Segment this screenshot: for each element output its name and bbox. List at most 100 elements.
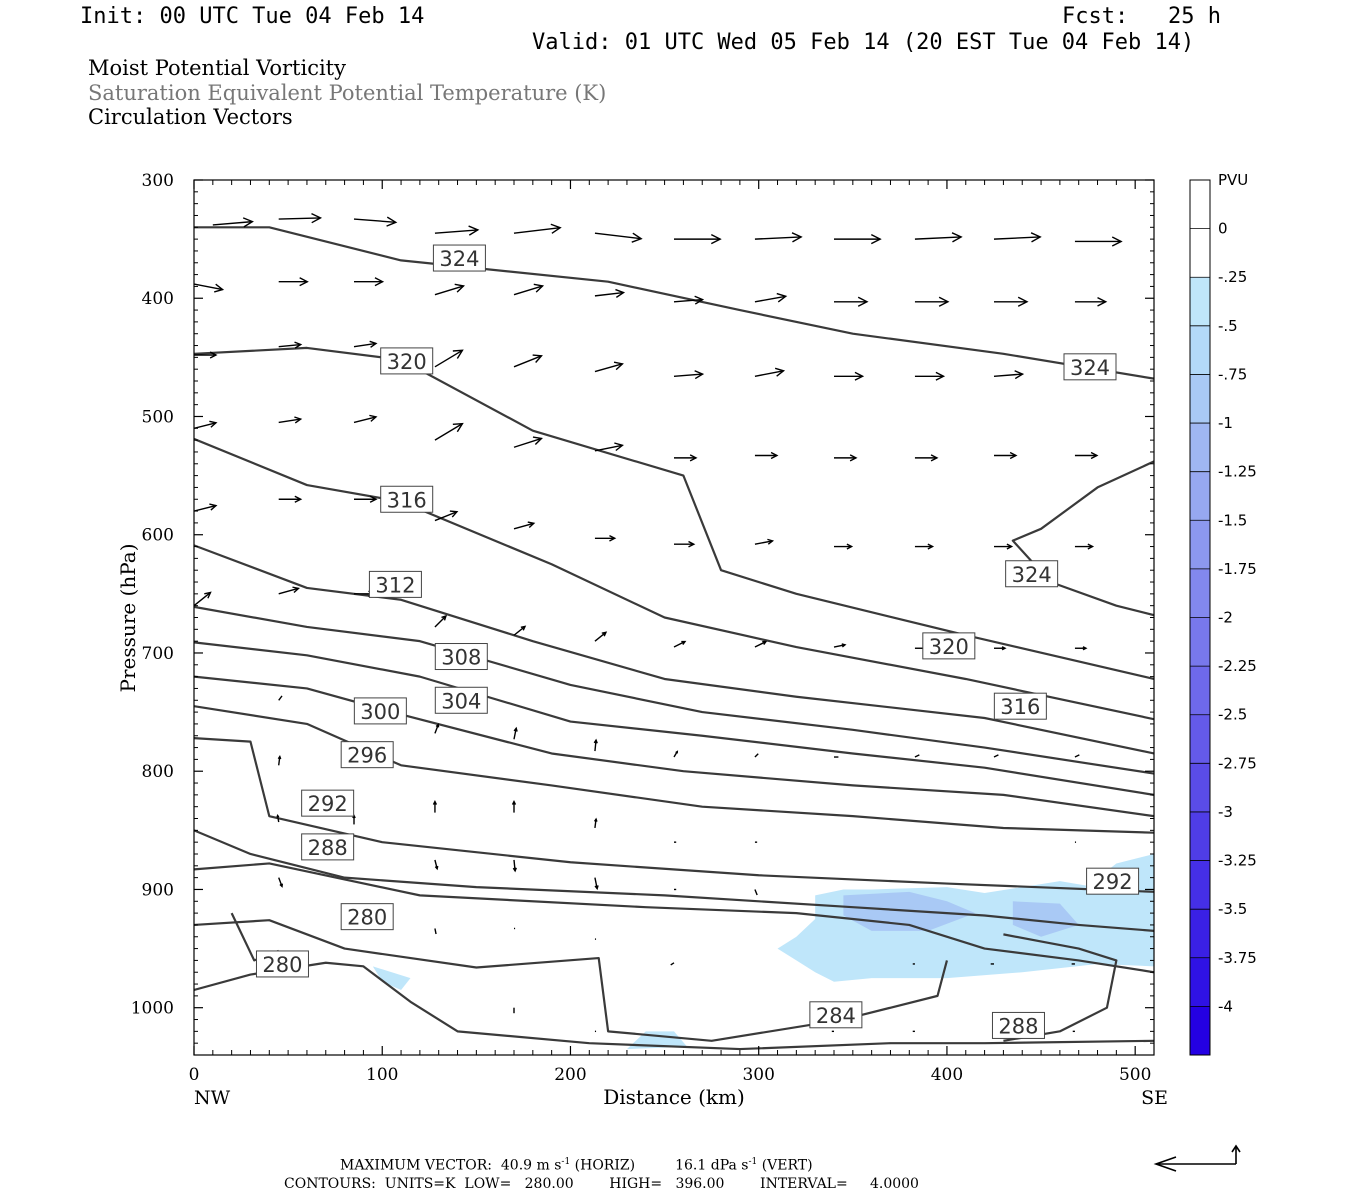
wind-vector-63 <box>513 625 527 636</box>
wind-vector-2 <box>353 216 398 227</box>
colorbar-swatch <box>1190 763 1210 813</box>
wind-vector-62 <box>434 614 448 628</box>
colorbar-swatch <box>1190 617 1210 667</box>
wind-vector-23 <box>1074 296 1108 307</box>
contour-line-300-6 <box>194 675 1154 818</box>
colorbar-swatch <box>1190 568 1210 618</box>
colorbar-tick-label: -2 <box>1218 609 1233 627</box>
colorbar-swatch <box>1190 909 1210 959</box>
colorbar-swatch <box>1190 860 1210 910</box>
wind-vector-8 <box>834 233 882 245</box>
x-tick-label: 200 <box>554 1065 586 1085</box>
wind-vector-40 <box>594 442 624 452</box>
wind-vector-52 <box>594 534 617 542</box>
contour-label-292-12: 292 <box>301 789 355 817</box>
svg-text:320: 320 <box>387 350 427 374</box>
svg-text:292: 292 <box>1093 870 1133 894</box>
max-vector-prefix: MAXIMUM VECTOR: 40.9 m s <box>340 1157 562 1174</box>
colorbar-tick-label: -1.75 <box>1218 560 1257 578</box>
wind-vector-74 <box>593 738 598 752</box>
wind-vector-0 <box>212 217 254 228</box>
wind-vector-7 <box>754 232 803 243</box>
wind-vector-71 <box>278 695 283 701</box>
wind-vector-70 <box>1074 646 1088 651</box>
wind-vector-5 <box>594 232 643 243</box>
wind-vector-85 <box>593 817 598 829</box>
svg-text:292: 292 <box>308 792 348 816</box>
wind-vector-47 <box>194 503 218 512</box>
colorbar-tick-label: -.5 <box>1218 317 1238 335</box>
svg-text:288: 288 <box>998 1014 1038 1038</box>
wind-vector-60 <box>278 586 300 595</box>
wind-vector-29 <box>594 361 624 373</box>
wind-vector-69 <box>994 646 1007 651</box>
svg-text:280: 280 <box>347 906 387 930</box>
x-end-label-nw: NW <box>194 1087 231 1109</box>
wind-vector-50 <box>434 510 459 522</box>
wind-vector-33 <box>914 371 946 381</box>
colorbar-swatch <box>1190 1006 1210 1056</box>
wind-vector-38 <box>434 422 464 441</box>
colorbar-swatch <box>1190 180 1210 230</box>
svg-text:296: 296 <box>347 744 387 768</box>
colorbar-tick-label: -1 <box>1218 414 1233 432</box>
wind-vector-25 <box>278 341 303 349</box>
wind-vector-35 <box>194 420 218 429</box>
colorbar-tick-label: -.75 <box>1218 365 1247 383</box>
wind-vector-65 <box>673 640 687 648</box>
wind-vector-37 <box>353 414 378 424</box>
contour-label-324-5: 324 <box>1005 560 1059 588</box>
svg-text:284: 284 <box>816 1004 856 1028</box>
wind-vector-81 <box>277 754 282 766</box>
svg-text:316: 316 <box>1000 695 1040 719</box>
contour-label-280-16: 280 <box>255 950 309 978</box>
y-tick-label: 400 <box>142 289 174 309</box>
wind-vector-54 <box>754 538 775 545</box>
wind-vector-9 <box>914 232 963 243</box>
contour-label-312-7: 312 <box>368 570 422 598</box>
y-axis-title: Pressure (hPa) <box>116 544 140 693</box>
wind-vector-73 <box>513 726 518 740</box>
contour-label-316-6: 316 <box>993 692 1047 720</box>
colorbar-unit: PVU <box>1218 171 1248 189</box>
colorbar-swatch <box>1190 374 1210 424</box>
x-axis-title: Distance (km) <box>603 1085 745 1109</box>
wind-vector-22 <box>994 296 1029 307</box>
wind-vector-31 <box>754 367 786 377</box>
svg-text:316: 316 <box>387 488 427 512</box>
wind-vector-67 <box>833 643 847 648</box>
wind-vector-66 <box>754 640 768 648</box>
wind-vector-10 <box>993 232 1042 243</box>
wind-vector-72 <box>434 723 440 734</box>
colorbar-swatch <box>1190 471 1210 521</box>
svg-text:312: 312 <box>375 573 415 597</box>
wind-vector-1 <box>278 212 323 224</box>
wind-vector-30 <box>673 370 705 380</box>
contour-label-324-0: 324 <box>432 244 486 272</box>
contour-label-292-14: 292 <box>1086 867 1140 895</box>
wind-vector-18 <box>673 295 705 305</box>
wind-vector-89 <box>352 814 356 825</box>
wind-vector-84 <box>511 800 517 813</box>
colorbar-swatch <box>1190 325 1210 375</box>
wind-vector-59 <box>194 591 212 607</box>
colorbar-tick-label: -2.5 <box>1218 706 1247 724</box>
wind-vector-57 <box>994 543 1014 550</box>
wind-vector-79 <box>993 754 999 758</box>
contour-label-280-15: 280 <box>340 903 394 931</box>
axis-ticks: 300 400 500 600 700 800 900 1000 0 100 200 300 400 50… <box>131 171 1155 1085</box>
contour-label-320-3: 320 <box>922 632 976 660</box>
init-time: Init: 00 UTC Tue 04 Feb 14 <box>80 4 425 29</box>
colorbar-swatch <box>1190 666 1210 716</box>
contour-line-unlabeled-14 <box>1011 460 1154 617</box>
title-theta-es: Saturation Equivalent Potential Temperat… <box>88 81 607 105</box>
max-vector-exponent-horiz: -1 <box>561 1157 571 1167</box>
wind-vector-27 <box>434 349 464 368</box>
wind-vector-88 <box>276 813 280 823</box>
colorbar-swatch <box>1190 228 1210 278</box>
colorbar-tick-label: -3.25 <box>1218 852 1257 870</box>
y-tick-label: 800 <box>142 762 174 782</box>
wind-vector-4 <box>513 223 562 234</box>
colorbar: PVU 0 -.25 -.5 -.75 -1 -1.25 -1.5 -1.75 -2 -2.25 -2… <box>1189 171 1257 1056</box>
wind-vector-11 <box>1074 236 1123 247</box>
